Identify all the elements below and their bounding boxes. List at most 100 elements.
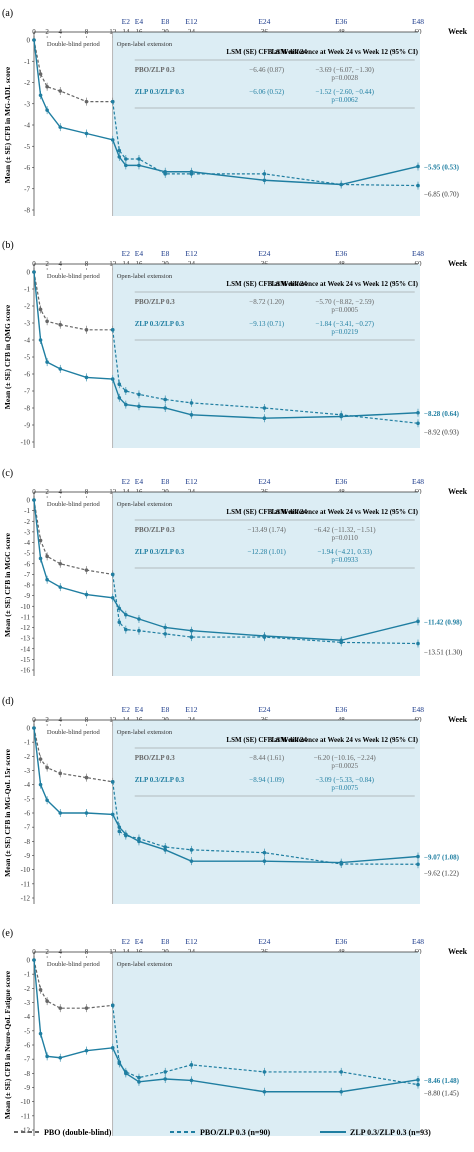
data-point [38,307,43,312]
table-row-p: p=0.0110 [331,534,358,542]
data-point [262,1070,267,1074]
extension-tick-label: E2 [122,17,131,26]
data-point [84,131,89,136]
data-point [262,416,267,421]
end-label-pbo: −6.85 (0.70) [424,191,460,199]
data-point [58,771,63,776]
table-row-p: p=0.0025 [331,762,358,770]
data-point [117,148,122,153]
data-point [84,1006,89,1010]
y-tick-label: -12 [21,895,31,903]
y-axis-label: Mean (± SE) CFB in Neuro-QoL Fatigue sco… [3,970,12,1119]
ole-label: Open-label extension [117,501,173,508]
panel-label: (a) [2,8,13,19]
chart-panel-3: (c)02481214162024364860E2E4E8E12E24E36E4… [2,468,468,676]
end-label-zlp: −9.07 (1.08) [424,853,460,861]
ole-shading [112,720,420,904]
double-blind-label: Double-blind period [47,961,101,968]
extension-tick-label: E24 [258,705,270,714]
table-row-p: p=0.0075 [331,784,358,792]
week-label: Week [448,259,468,268]
data-point [339,638,344,643]
table-header-lsm: LSM (SE) CFB at Week 24 [226,508,307,516]
table-row-lsm: −8.94 (1.09) [249,776,285,784]
y-tick-label: 0 [27,725,31,733]
data-point [58,367,63,371]
data-point [416,854,420,859]
y-tick-label: -6 [24,810,30,818]
data-point [38,93,43,98]
ole-shading [112,492,420,676]
table-header-diff: LSM difference at Week 24 vs Week 12 (95… [272,48,419,56]
data-point [58,1006,63,1010]
data-point [189,1063,194,1067]
data-point [262,1089,267,1094]
series-line [33,499,113,575]
y-tick-label: -16 [21,667,31,675]
extension-tick-label: E36 [335,17,347,26]
data-point [124,1071,128,1076]
data-point [110,1046,115,1050]
data-point [45,577,49,582]
data-point [110,138,115,142]
data-point [339,1089,344,1094]
extension-tick-label: E4 [135,705,144,714]
y-tick-label: -1 [24,971,30,979]
data-point [262,172,267,176]
y-tick-label: -12 [21,624,31,632]
y-tick-label: -9 [24,592,30,600]
data-point [110,99,115,104]
table-row-lsm: −8.44 (1.61) [249,754,285,762]
extension-tick-label: E12 [185,17,197,26]
y-tick-label: -5 [24,795,30,803]
data-point [163,625,167,630]
y-tick-label: -10 [21,603,31,611]
end-label-pbo: −13.51 (1.30) [424,649,463,657]
series-line [33,39,419,186]
data-point [117,606,122,611]
extension-tick-label: E48 [412,17,424,26]
extension-tick-label: E24 [258,477,270,486]
data-point [339,414,344,419]
extension-tick-label: E12 [185,705,197,714]
data-point [45,554,49,559]
y-tick-label: -6 [24,371,30,379]
table-row-diff: −6.20 (−10.16, −2.24) [314,754,377,762]
data-point [189,413,194,417]
double-blind-label: Double-blind period [47,729,101,736]
end-label-zlp: −8.46 (1.48) [424,1077,460,1085]
y-tick-label: -5 [24,143,30,151]
data-point [137,404,141,409]
series-line [112,329,419,424]
table-row-diff: −5.70 (−8.82, −2.59) [315,298,374,306]
data-point [163,397,167,402]
data-point [137,1080,141,1084]
data-point [110,572,115,577]
y-tick-label: -8 [24,405,30,413]
data-point [38,782,43,787]
data-point [416,410,420,415]
double-blind-label: Double-blind period [47,501,101,508]
table-header-lsm: LSM (SE) CFB at Week 24 [226,48,307,56]
y-tick-label: 0 [27,497,31,505]
chart-panel-4: (d)02481214162024364860E2E4E8E12E24E36E4… [2,696,468,904]
data-point [45,1054,49,1059]
y-tick-label: 0 [27,957,31,965]
table-row-diff: −6.42 (−11.32, −1.51) [314,526,376,534]
y-tick-label: -2 [24,985,30,993]
data-point [45,360,49,364]
table-row-lsm: −12.28 (1.01) [248,548,287,556]
extension-tick-label: E2 [122,249,131,258]
data-point [45,84,49,89]
data-point [84,99,89,104]
data-point [32,38,36,42]
data-point [262,859,267,863]
table-row-name: PBO/ZLP 0.3 [135,754,176,762]
data-point [189,1078,194,1083]
extension-tick-label: E2 [122,937,131,946]
y-tick-label: -8 [24,1070,30,1078]
y-axis-label: Mean (± SE) CFB in MG-ADL score [3,66,12,183]
data-point [84,568,89,572]
series-line [33,727,419,864]
